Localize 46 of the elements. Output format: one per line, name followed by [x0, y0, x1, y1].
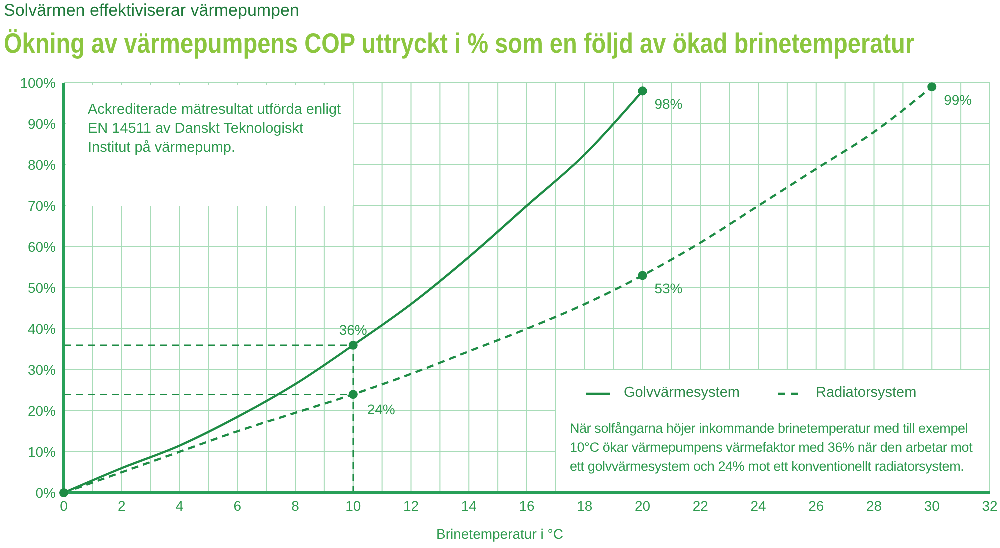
y-tick-label: 40% [28, 320, 56, 337]
data-label: 98% [654, 96, 683, 112]
x-tick-label: 4 [176, 498, 184, 514]
x-tick-label: 16 [519, 498, 535, 514]
y-tick-label: 60% [28, 238, 56, 255]
x-tick-label: 14 [461, 498, 478, 514]
x-tick-label: 28 [866, 498, 882, 514]
x-tick-label: 6 [234, 498, 242, 514]
x-tick-label: 10 [346, 498, 362, 514]
x-tick-label: 12 [403, 498, 420, 514]
x-tick-label: 18 [577, 498, 593, 514]
annotation: När solfångarna höjer inkommande brinetemperatur med till exempel 10°C ökar värmepumpens värmefaktor med 36% när den arbetar mot ett golvvärmesystem och 24% mot ett konventionellt radiatorsystem. [570, 420, 974, 476]
x-tick-label: 8 [292, 498, 300, 514]
x-axis-title: Brinetemperatur i °C [436, 526, 564, 542]
x-tick-label: 26 [808, 498, 824, 514]
y-tick-label: 0% [36, 484, 56, 501]
point [348, 340, 358, 350]
point [348, 390, 358, 400]
x-tick-label: 32 [982, 498, 998, 514]
y-tick-label: 20% [28, 402, 56, 419]
data-label: 99% [944, 92, 972, 108]
y-tick-label: 70% [28, 198, 56, 214]
point [638, 271, 648, 280]
x-tick-label: 20 [634, 498, 651, 514]
y-tick-label: 50% [28, 280, 56, 296]
x-tick-label: 30 [924, 498, 940, 514]
x-tick-label: 24 [750, 498, 766, 514]
chart-title: Ökning av värmepumpens COP uttryckt i % som en följd av ökad brinetemperatur [4, 28, 915, 60]
x-tick-label: 22 [692, 498, 709, 514]
legend-label: Golvvärmesystem [624, 384, 740, 403]
data-label: 53% [654, 280, 683, 296]
data-label: 24% [367, 401, 396, 418]
y-tick-label: 30% [28, 362, 56, 378]
point [59, 488, 69, 498]
y-tick-label: 10% [28, 444, 56, 460]
y-tick-label: 100% [20, 74, 56, 91]
chart-subtitle: Solvärmen effektiviserar värmepumpen [4, 1, 300, 21]
x-tick-label: 0 [60, 498, 68, 514]
point [928, 82, 937, 92]
x-tick-label: 2 [118, 498, 126, 514]
data-label: 36% [339, 322, 368, 338]
point [638, 86, 648, 96]
note-box: Ackrediterade mätresultat utförda enligt EN 14511 av Danskt Teknologiskt Institut på värmepump. [66, 85, 354, 206]
y-tick-label: 80% [28, 156, 56, 173]
legend-label: Radiatorsystem [816, 384, 917, 403]
y-tick-label: 90% [28, 116, 56, 132]
